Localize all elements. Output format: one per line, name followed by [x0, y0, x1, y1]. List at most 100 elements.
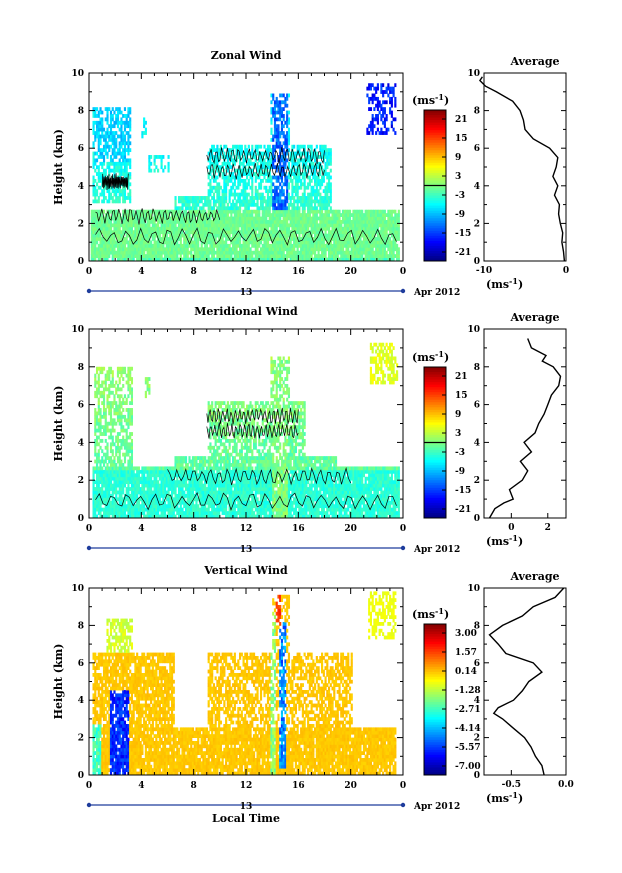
colorbar-tick-label: -2.71 [455, 705, 481, 715]
day-label: 13 [240, 545, 253, 555]
colorbar-tick-label: -3 [455, 191, 465, 201]
average-x-tick-label: 2 [545, 523, 551, 533]
average-y-tick-label: 8 [474, 363, 480, 373]
panel-title: Meridional Wind [194, 305, 298, 318]
y-tick-label: 6 [78, 144, 84, 154]
zero-contour [95, 407, 397, 511]
average-y-tick-label: 6 [474, 144, 480, 154]
colorbar-tick-label: 15 [455, 391, 468, 401]
unit-label: (ms-1) [486, 276, 523, 291]
colorbar-tick-label: 3 [455, 172, 461, 182]
y-tick-label: 0 [78, 514, 84, 524]
panel-title: Vertical Wind [203, 564, 288, 577]
y-tick-label: 8 [78, 107, 84, 117]
y-tick-label: 10 [71, 325, 84, 335]
day-label: 13 [240, 802, 253, 812]
average-y-tick-label: 8 [474, 621, 480, 631]
x-tick-label: 0 [86, 267, 92, 277]
colorbar: 21 15 9 3 -3 -9 -15 -21 [423, 366, 471, 519]
average-x-tick-label: 0 [508, 523, 514, 533]
x-ticks [88, 329, 404, 518]
zero-contour [95, 147, 397, 246]
y-axis-label: Height (km) [52, 644, 65, 720]
colorbar-tick-label: -9 [455, 210, 465, 220]
unit-label: (ms-1) [412, 349, 449, 364]
average-title: Average [509, 570, 559, 583]
colorbar-tick-label: 3 [455, 429, 461, 439]
colorbar-tick-label: -21 [455, 248, 471, 258]
x-tick-label: 12 [240, 781, 253, 791]
average-y-tick-label: 4 [474, 438, 480, 448]
x-tick-label: 0 [400, 781, 406, 791]
x-tick-label: 20 [344, 524, 357, 534]
x-tick-label: 12 [240, 524, 253, 534]
average-y-tick-label: 10 [467, 584, 480, 594]
colorbar-tick-label: 21 [455, 115, 468, 125]
x-tick-label: 4 [138, 524, 144, 534]
average-profile: Average 0 2 4 6 8 10 -0.5 0.0 (ms-1) [467, 570, 573, 805]
date-label: Apr 2012 [413, 288, 460, 298]
colorbar: 3.00 1.57 0.14 -1.28 -2.71 -4.14 -5.57 -7.00 [423, 623, 481, 776]
x-tick-label: 0 [400, 267, 406, 277]
colorbar-tick-label: -9 [455, 467, 465, 477]
x-axis-label: Local Time [212, 812, 280, 825]
average-title: Average [509, 311, 559, 324]
colorbar-tick-label: 15 [455, 134, 468, 144]
average-y-tick-label: 0 [474, 257, 480, 267]
average-frame [483, 587, 567, 776]
y-axis-label: Height (km) [52, 129, 65, 205]
colorbar-tick-label: -1.28 [455, 686, 481, 696]
y-tick-label: 4 [78, 696, 84, 706]
y-tick-label: 2 [78, 734, 84, 744]
colorbar-tick-label: 1.57 [455, 648, 477, 658]
x-tick-label: 0 [400, 524, 406, 534]
x-tick-label: 8 [191, 781, 197, 791]
date-axis [86, 545, 406, 551]
x-tick-label: 0 [86, 781, 92, 791]
unit-label: (ms-1) [412, 606, 449, 621]
colorbar-tick-label: -3 [455, 448, 465, 458]
x-tick-label: 16 [292, 524, 305, 534]
colorbar-tick-label: -7.00 [455, 762, 481, 772]
colorbar-tick-label: -15 [455, 229, 471, 239]
unit-label: (ms-1) [412, 92, 449, 107]
date-axis [86, 288, 406, 294]
average-title: Average [509, 55, 559, 68]
colorbar-tick-label: 9 [455, 410, 461, 420]
y-ticks [89, 72, 403, 262]
average-frame [483, 328, 567, 519]
y-ticks [89, 328, 403, 519]
average-y-tick-label: 6 [474, 401, 480, 411]
average-x-tick-label: -10 [476, 266, 492, 276]
x-tick-label: 16 [292, 267, 305, 277]
y-ticks [89, 587, 403, 776]
day-label: 13 [240, 288, 253, 298]
colorbar-tick-label: -5.57 [455, 743, 481, 753]
average-x-tick-label: -0.5 [502, 780, 521, 790]
average-y-tick-label: 0 [474, 771, 480, 781]
x-tick-label: 0 [86, 524, 92, 534]
unit-label: (ms-1) [486, 790, 523, 805]
y-tick-label: 2 [78, 219, 84, 229]
y-tick-label: 2 [78, 476, 84, 486]
date-label: Apr 2012 [413, 802, 460, 812]
y-tick-label: 0 [78, 771, 84, 781]
colorbar-tick-label: -21 [455, 505, 471, 515]
x-tick-label: 20 [344, 267, 357, 277]
colorbar-tick-label: 9 [455, 153, 461, 163]
date-label: Apr 2012 [413, 545, 460, 555]
x-tick-label: 8 [191, 267, 197, 277]
x-tick-label: 16 [292, 781, 305, 791]
average-line [488, 587, 565, 776]
x-tick-label: 4 [138, 781, 144, 791]
heatmap-cells [90, 83, 400, 262]
y-axis-label: Height (km) [52, 386, 65, 462]
y-tick-label: 10 [71, 584, 84, 594]
y-tick-label: 6 [78, 659, 84, 669]
panel-title: Zonal Wind [211, 49, 282, 62]
average-y-tick-label: 0 [474, 514, 480, 524]
